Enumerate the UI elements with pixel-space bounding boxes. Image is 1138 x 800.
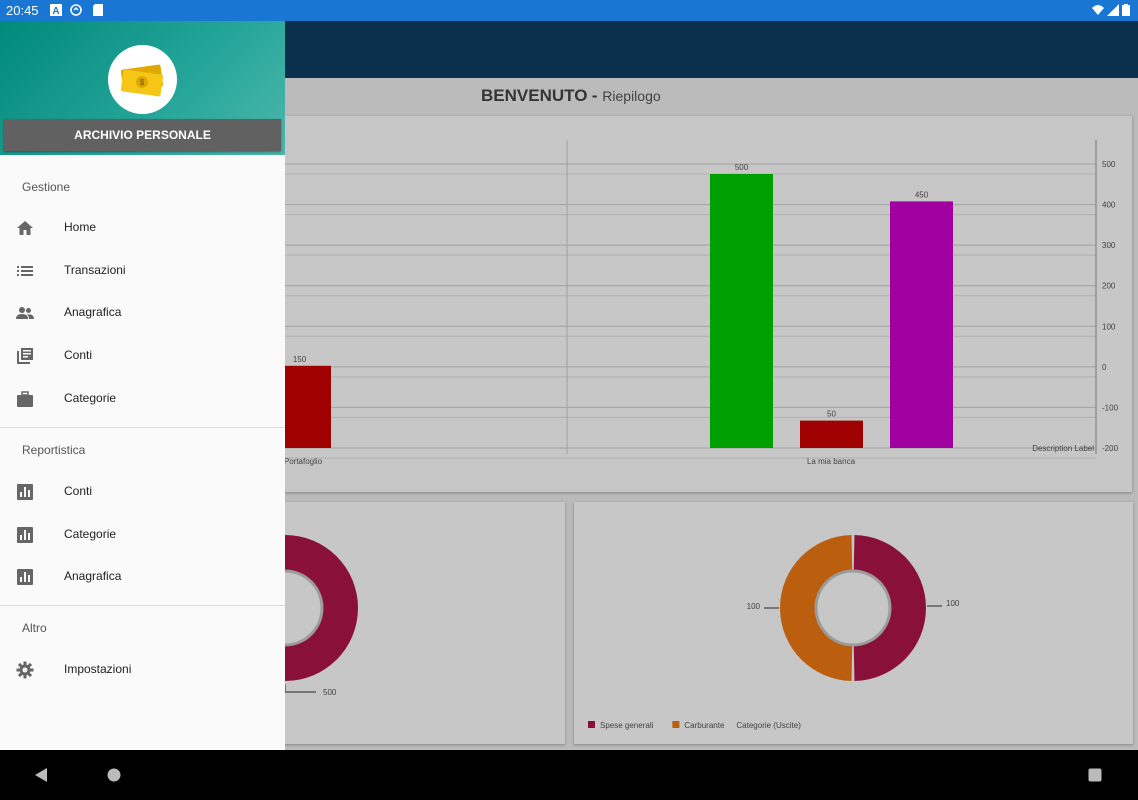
pie-left-value-label: 500	[323, 688, 337, 697]
x-category-label: Portafoglio	[284, 457, 323, 466]
pie-right-value-label: 100	[747, 602, 761, 611]
signal-icon	[1107, 4, 1119, 16]
pie-chart-right: 100 100 Spese generali Carburante Categorie …	[588, 535, 960, 730]
menu-item-anagrafica[interactable]: Anagrafica	[0, 292, 285, 334]
sd-card-icon	[93, 4, 103, 16]
legend-entry-label: Carburante	[684, 721, 725, 730]
page-heading: BENVENUTO - Riepilogo	[481, 86, 661, 105]
menu-item-label: Transazioni	[64, 263, 126, 277]
menu-item-transazioni[interactable]: Transazioni	[0, 250, 285, 292]
navigation-drawer: $ ARCHIVIO PERSONALE Gestione Home Trans…	[0, 21, 285, 750]
bar-value-label: 50	[827, 410, 836, 419]
y-tick-label: -100	[1102, 403, 1119, 412]
pie-chart-card-right: 100 100 Spese generali Carburante Categorie …	[574, 502, 1133, 744]
menu-item-conti[interactable]: Conti	[0, 335, 285, 377]
section-title-gestione: Gestione	[22, 180, 71, 194]
bar	[710, 174, 773, 448]
battery-icon	[1122, 4, 1130, 16]
bar-chart-icon	[17, 484, 33, 500]
legend-title: Categorie (Uscite)	[736, 721, 801, 730]
home-nav-icon[interactable]	[107, 768, 121, 782]
svg-text:A: A	[52, 6, 59, 16]
menu-item-label: Home	[64, 220, 97, 234]
x-category-label: La mia banca	[807, 457, 856, 466]
bar-chart-icon	[17, 569, 33, 585]
y-tick-label: 500	[1102, 160, 1116, 169]
pie-left-leader-line	[284, 684, 316, 693]
status-time: 20:45	[6, 3, 39, 18]
page-subtitle: Riepilogo	[602, 88, 661, 104]
bar	[890, 201, 953, 448]
pie-right-value-label: 100	[946, 599, 960, 608]
menu-item-home[interactable]: Home	[0, 207, 285, 249]
money-logo-icon: $	[108, 45, 177, 114]
y-tick-label: -200	[1102, 444, 1119, 453]
bar-value-label: 500	[735, 163, 749, 172]
menu-item-label: Categorie	[64, 391, 117, 405]
sync-notification-icon	[70, 4, 82, 16]
y-tick-label: 0	[1102, 363, 1107, 372]
description-label: Description Label	[1032, 444, 1094, 453]
drawer-header: $ ARCHIVIO PERSONALE	[0, 21, 285, 155]
menu-item-label: Anagrafica	[64, 569, 122, 583]
menu-item-report-categorie[interactable]: Categorie	[0, 514, 285, 556]
legend-entry-label: Spese generali	[600, 721, 654, 730]
bar	[800, 420, 863, 448]
system-navigation-bar	[0, 750, 1138, 800]
y-tick-label: 100	[1102, 322, 1116, 331]
wifi-icon	[1092, 5, 1104, 15]
page-title: BENVENUTO	[481, 86, 588, 105]
pie-right-inner-ring	[814, 569, 892, 647]
menu-item-categorie[interactable]: Categorie	[0, 378, 285, 420]
menu-item-label: Impostazioni	[64, 662, 132, 676]
archive-personal-button[interactable]: ARCHIVIO PERSONALE	[4, 119, 281, 151]
y-tick-label: 400	[1102, 201, 1116, 210]
menu-item-report-conti[interactable]: Conti	[0, 471, 285, 513]
gear-icon	[16, 661, 34, 679]
menu-item-label: Categorie	[64, 527, 117, 541]
bar-chart-icon	[17, 527, 33, 543]
divider	[0, 605, 285, 606]
home-icon	[17, 221, 33, 235]
pie-right-slice	[853, 535, 926, 681]
status-bar: 20:45 A	[0, 0, 1138, 21]
bar-value-label: 450	[915, 190, 929, 199]
menu-item-label: Conti	[64, 348, 93, 362]
legend-swatch	[672, 721, 680, 728]
people-icon	[16, 307, 34, 319]
back-icon[interactable]	[34, 768, 48, 782]
menu-item-label: Conti	[64, 484, 93, 498]
library-icon	[17, 348, 33, 364]
svg-text:$: $	[140, 78, 145, 87]
font-notification-icon: A	[50, 4, 62, 16]
pie-right-slice	[780, 535, 853, 681]
legend-swatch	[588, 721, 595, 728]
list-icon	[17, 266, 33, 276]
briefcase-icon	[17, 391, 33, 407]
recents-icon[interactable]	[1088, 768, 1102, 782]
menu-item-label: Anagrafica	[64, 305, 122, 319]
divider	[0, 427, 285, 428]
menu-item-impostazioni[interactable]: Impostazioni	[0, 649, 285, 691]
y-tick-label: 300	[1102, 241, 1116, 250]
y-tick-label: 200	[1102, 282, 1116, 291]
menu-item-report-anagrafica[interactable]: Anagrafica	[0, 556, 285, 598]
section-title-altro: Altro	[22, 621, 47, 635]
bar-value-label: 150	[293, 355, 307, 364]
section-title-reportistica: Reportistica	[22, 443, 86, 457]
